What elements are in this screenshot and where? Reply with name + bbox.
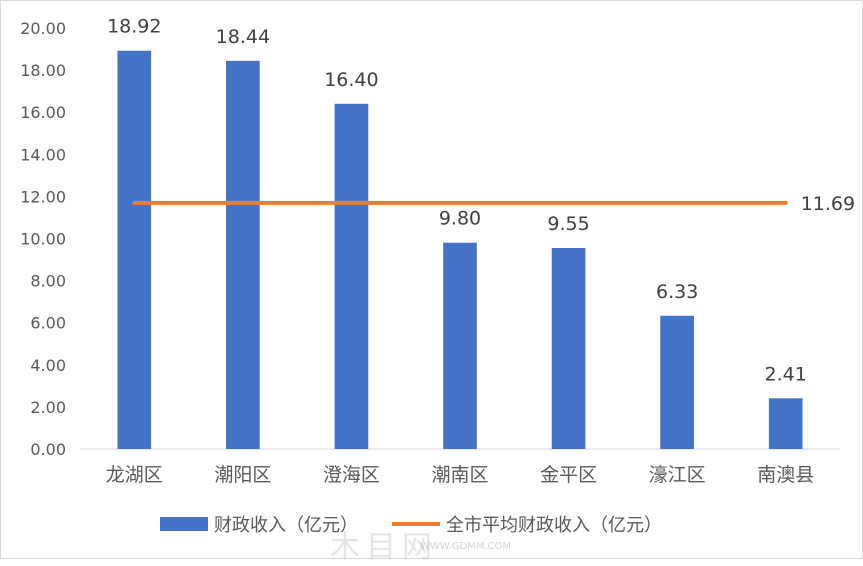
- bar-value-label: 6.33: [656, 281, 698, 303]
- legend-bar-label: 财政收入（亿元）: [214, 515, 358, 536]
- legend-bar-swatch: [160, 517, 208, 531]
- average-value-label: 11.69: [801, 193, 855, 215]
- bar-value-label: 9.55: [547, 213, 589, 235]
- bar: [660, 315, 694, 449]
- y-tick-label: 18.00: [20, 61, 66, 80]
- y-tick-label: 0.00: [30, 440, 66, 459]
- y-tick-label: 8.00: [30, 272, 66, 291]
- x-tick-label: 潮南区: [431, 464, 488, 486]
- bar: [768, 398, 803, 449]
- y-axis: 0.00 2.00 4.00 6.00 8.00 10.00 12.00 14.00 16.00…: [20, 19, 66, 459]
- x-tick-label: 潮阳区: [214, 464, 271, 486]
- y-tick-label: 20.00: [20, 19, 66, 38]
- bar-value-label: 9.80: [439, 208, 481, 230]
- y-tick-label: 10.00: [20, 230, 66, 249]
- y-tick-label: 6.00: [30, 314, 66, 333]
- data-labels: 18.92 18.44 16.40 9.80 9.55 6.33 2.41: [107, 16, 807, 386]
- bar-series: [117, 50, 803, 449]
- bar-value-label: 18.44: [216, 26, 270, 48]
- legend: 财政收入（亿元） 全市平均财政收入（亿元）: [160, 515, 662, 536]
- bar: [443, 242, 477, 449]
- y-tick-label: 14.00: [20, 145, 66, 164]
- watermark-url: WWW.GDMM.COM: [420, 541, 512, 552]
- bar: [226, 60, 260, 449]
- x-tick-label: 龙湖区: [106, 464, 163, 486]
- x-tick-label: 濠江区: [649, 464, 706, 486]
- x-tick-label: 澄海区: [323, 464, 380, 486]
- x-tick-label: 南澳县: [757, 464, 814, 486]
- average-line-series: 11.69: [132, 193, 855, 215]
- bar: [551, 247, 586, 449]
- bar-value-label: 16.40: [324, 69, 378, 91]
- y-tick-label: 4.00: [30, 356, 66, 375]
- bar: [334, 103, 369, 449]
- bar-value-label: 2.41: [765, 363, 807, 385]
- bar: [117, 50, 152, 449]
- x-axis: 龙湖区 潮阳区 澄海区 潮南区 金平区 濠江区 南澳县: [80, 448, 840, 486]
- y-tick-label: 16.00: [20, 103, 66, 122]
- legend-line-label: 全市平均财政收入（亿元）: [446, 515, 662, 536]
- bar-value-label: 18.92: [107, 16, 161, 38]
- y-tick-label: 2.00: [30, 398, 66, 417]
- x-tick-label: 金平区: [540, 464, 597, 486]
- y-tick-label: 12.00: [20, 187, 66, 206]
